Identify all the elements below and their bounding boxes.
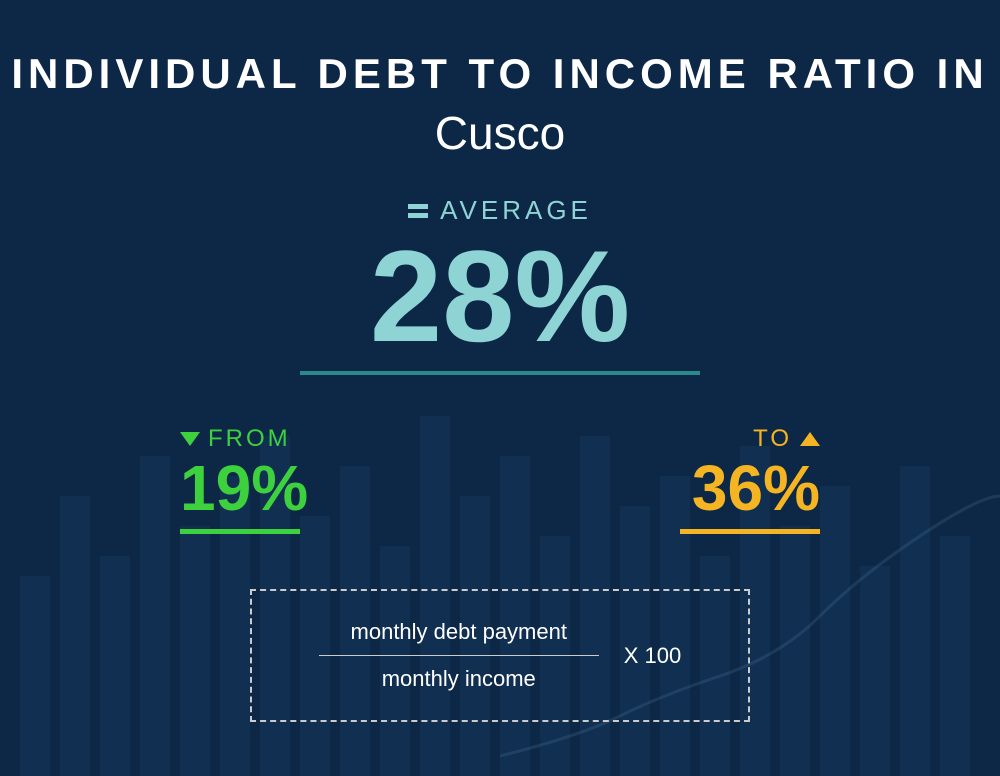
average-block: AVERAGE 28% [300,195,700,375]
formula-multiplier: X 100 [624,643,682,669]
to-value: 36% [680,453,820,523]
formula-box: monthly debt payment monthly income X 10… [250,589,750,722]
formula-numerator: monthly debt payment [319,611,599,653]
fraction-line [319,655,599,656]
from-value: 19% [180,453,308,523]
from-underline [180,529,300,534]
average-label: AVERAGE [440,195,592,226]
from-block: FROM 19% [180,425,308,534]
formula-denominator: monthly income [319,658,599,700]
equals-icon [408,204,428,218]
title-line1: INDIVIDUAL DEBT TO INCOME RATIO IN [0,50,1000,98]
to-label: TO [753,425,792,453]
triangle-down-icon [180,432,200,446]
from-label: FROM [208,425,291,453]
to-underline [680,529,820,534]
title-line2: Cusco [0,106,1000,160]
to-block: TO 36% [680,425,820,534]
triangle-up-icon [800,432,820,446]
average-underline [300,371,700,375]
average-value: 28% [300,231,700,361]
